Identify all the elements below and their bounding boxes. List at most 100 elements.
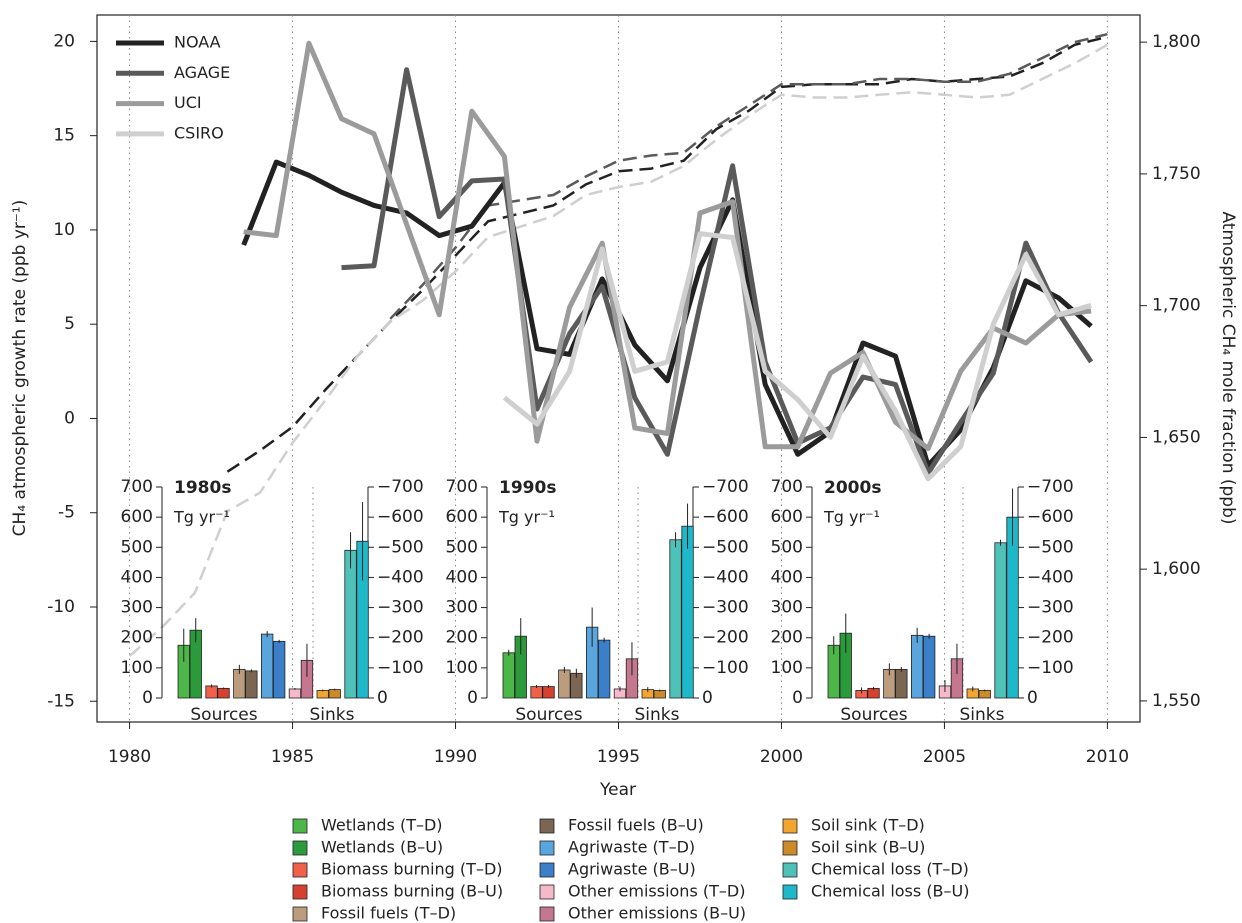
bar [978,690,991,699]
inset-y-tick-label: 400 [771,567,803,587]
legend-swatch [292,884,308,900]
legend-label: Soil sink (B–U) [811,838,925,857]
group-label: Sinks [310,705,355,725]
inset-y-tick-label: 400 [446,567,478,587]
inset-y2-tick-label: −100 [1027,658,1074,678]
growth-rate-line [502,231,1092,482]
inset-y2-tick-label: −400 [377,567,424,587]
inset-y-tick-label: 600 [121,507,153,527]
inset-y2-tick-label: −700 [702,477,749,497]
bar [558,669,571,699]
bar [217,687,230,699]
inset-y2-tick-label: −700 [1027,477,1074,497]
legend-swatch [539,862,555,878]
x-tick-label: 2010 [1086,747,1129,767]
inset-title: 2000s [824,478,881,498]
y2-tick-label: 1,700 [1152,296,1201,316]
x-tick-label: 2005 [923,747,966,767]
legend-label: Chemical loss (T–D) [811,860,969,879]
inset-y-tick-label: 500 [121,537,153,557]
inset-y2-tick-label: −500 [702,537,749,557]
inset-title: 1980s [174,478,231,498]
inset-y-tick-label: 0 [467,688,478,708]
y2-tick-label: 1,800 [1152,32,1201,52]
inset-y2-tick-label: −600 [702,507,749,527]
inset-y-tick-label: 100 [446,658,478,678]
growth-rate-line [243,40,1092,452]
legend-label: Other emissions (T–D) [568,882,745,901]
y2-tick-label: 1,750 [1152,164,1201,184]
x-tick-label: 1980 [108,747,151,767]
inset-y-tick-label: 500 [771,537,803,557]
y2-tick-label: 1,550 [1152,691,1201,711]
inset-y2-tick-label: −100 [702,658,749,678]
y2-tick-label: 1,650 [1152,427,1201,447]
group-label: Sources [190,705,257,725]
inset-y2-tick-label: −300 [702,598,749,618]
legend-swatch [782,862,798,878]
bar [895,668,908,699]
legend-swatch [782,884,798,900]
inset-title: 1990s [499,478,556,498]
legend-swatch [539,840,555,856]
bar [288,688,302,699]
group-label: Sources [515,705,582,725]
legend-label: Chemical loss (B–U) [811,882,969,901]
y-tick-label: 0 [64,408,75,428]
bar [911,634,924,699]
bar [205,685,218,699]
legend-label: Soil sink (T–D) [811,816,925,835]
inset-unit: Tg yr⁻¹ [823,508,880,527]
bar [598,639,611,699]
x-tick-label: 1995 [597,747,640,767]
inset-y2-tick-label: −100 [377,658,424,678]
inset-y-tick-label: 100 [121,658,153,678]
inset-y2-tick-label: −600 [377,507,424,527]
inset-y-tick-label: 700 [771,477,803,497]
inset-y-tick-label: 700 [121,477,153,497]
inset-y2-tick-label: −300 [1027,598,1074,618]
legend-swatch [292,906,308,922]
inset-y-tick-label: 300 [446,598,478,618]
legend-swatch [782,818,798,834]
inset-y-tick-label: 200 [121,628,153,648]
bar [530,686,543,699]
group-label: Sources [840,705,907,725]
legend-label: NOAA [174,33,221,52]
inset-y-tick-label: 100 [771,658,803,678]
inset-y-tick-label: 300 [121,598,153,618]
legend-label: CSIRO [174,123,224,142]
legend-swatch [292,840,308,856]
x-tick-label: 2000 [760,747,803,767]
legend-label: Fossil fuels (B–U) [568,816,704,835]
inset-unit: Tg yr⁻¹ [173,508,230,527]
y-tick-label: 10 [53,220,75,240]
inset-y2-tick-label: 0 [1027,688,1038,708]
inset-y2-tick-label: −400 [702,567,749,587]
inset-y-tick-label: 600 [771,507,803,527]
inset-y2-tick-label: 0 [377,688,388,708]
legend-label: Wetlands (T–D) [321,816,443,835]
x-tick-label: 1985 [271,747,314,767]
inset-y-tick-label: 700 [446,477,478,497]
bar [272,640,286,699]
legend-swatch [782,840,798,856]
legend-label: Other emissions (B–U) [568,904,746,923]
inset-y2-tick-label: −500 [377,537,424,557]
bar [653,690,666,699]
legend-label: Wetlands (B–U) [321,838,443,857]
legend-label: Agriwaste (B–U) [568,860,696,879]
x-axis-label: Year [599,780,636,800]
legend-label: Biomass burning (B–U) [321,882,503,901]
legend-label: Fossil fuels (T–D) [321,904,456,923]
bar [994,542,1007,699]
bar [260,633,274,699]
y-tick-label: 5 [64,314,75,334]
y2-axis-label: Atmospheric CH₄ mole fraction (ppb) [1218,211,1238,524]
legend-swatch [539,906,555,922]
bar [328,689,341,699]
inset-y-tick-label: 200 [771,628,803,648]
y2-tick-label: 1,600 [1152,559,1201,579]
legend-swatch [292,862,308,878]
